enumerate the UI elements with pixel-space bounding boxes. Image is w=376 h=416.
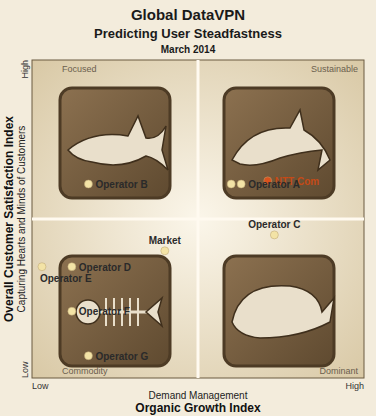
date: March 2014 (161, 44, 216, 55)
x-tick-label: High (345, 381, 364, 391)
marks (38, 177, 278, 360)
point (38, 263, 46, 271)
point-label: Operator E (40, 273, 92, 284)
y-sublabel: Capturing Hearts and Minds of Customers (16, 126, 27, 313)
point-label: Market (149, 235, 182, 246)
quadrant-label: Commodity (62, 366, 108, 376)
point-label: Operator D (79, 262, 131, 273)
y-tick-label: High (20, 60, 30, 79)
point-label: Operator C (248, 219, 300, 230)
point (161, 247, 169, 255)
y-label: Overall Customer Satisfaction Index (2, 116, 16, 322)
point (68, 263, 76, 271)
title: Global DataVPN (131, 6, 245, 23)
x-sublabel: Demand Management (149, 390, 248, 401)
quadrant-label: Focused (62, 64, 97, 74)
icon-fish-tail (146, 298, 162, 326)
point-label: Operator A (248, 179, 300, 190)
icon-shark (68, 116, 168, 170)
quadrant-box (224, 88, 334, 198)
quadrant-label: Sustainable (311, 64, 358, 74)
quadrant-box (60, 88, 170, 198)
point-labels: NTT ComOperator AOperator BOperator CMar… (40, 176, 319, 362)
icon-dolphin (232, 110, 330, 170)
x-label: Organic Growth Index (135, 401, 261, 415)
quadrant-label: Dominant (319, 366, 358, 376)
quadrant-box (224, 256, 334, 366)
point-label: Operator G (95, 351, 148, 362)
point-label: Operator B (95, 179, 147, 190)
icon-whale (232, 286, 334, 338)
page: {"chart_data": {"type": "scatter", "titl… (0, 0, 376, 416)
background (0, 0, 376, 416)
chart: Global DataVPN Predicting User Steadfastn… (0, 0, 376, 416)
subtitle: Predicting User Steadfastness (94, 26, 282, 41)
y-tick-label: Low (20, 361, 30, 378)
point (227, 180, 235, 188)
point (84, 352, 92, 360)
plot-area (32, 60, 364, 378)
point (237, 180, 245, 188)
point (270, 231, 278, 239)
quadrant-divider (32, 218, 364, 221)
point-label: Operator F (79, 306, 130, 317)
icon-fish-rib (137, 298, 139, 326)
point (84, 180, 92, 188)
point (68, 307, 76, 315)
x-tick-label: Low (32, 381, 49, 391)
